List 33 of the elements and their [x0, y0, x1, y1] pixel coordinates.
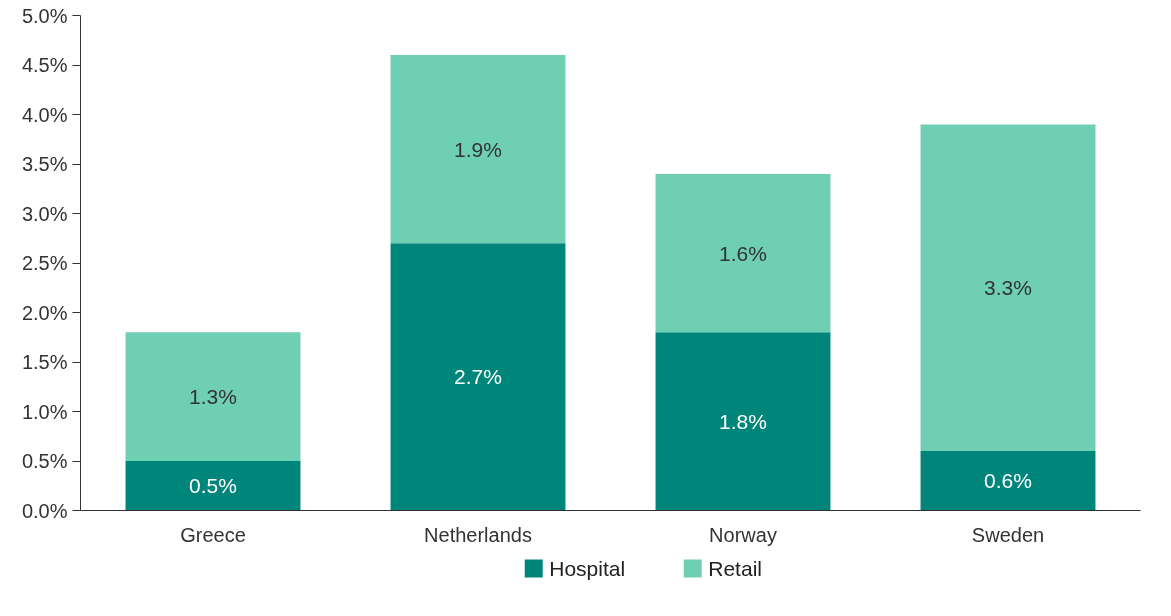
bar: [125, 461, 301, 511]
y-tick-label: 0.0%: [21, 499, 68, 522]
bar: [390, 55, 566, 244]
y-tick-label: 3.0%: [21, 202, 68, 225]
data-label: 1.9%: [454, 137, 502, 161]
y-tick-label: 0.5%: [21, 450, 68, 472]
data-label: 3.3%: [984, 276, 1032, 300]
bar: [920, 124, 1096, 452]
bar: [920, 451, 1096, 511]
data-label: 1.6%: [719, 241, 767, 265]
data-label: 0.6%: [984, 469, 1032, 493]
x-tick-label: Sweden: [971, 523, 1045, 546]
data-label: 1.8%: [719, 409, 767, 433]
y-tick-label: 4.5%: [21, 54, 68, 76]
y-tick-label: 5.0%: [21, 4, 68, 27]
y-tick-label: 2.0%: [21, 301, 68, 324]
legend-label: Hospital: [549, 557, 626, 580]
bar: [125, 332, 301, 461]
bar: [390, 243, 566, 511]
y-tick-label: 1.5%: [21, 351, 68, 373]
legend-label: Retail: [708, 557, 762, 580]
data-label: 2.7%: [454, 365, 502, 389]
x-tick-label: Netherlands: [424, 523, 532, 546]
y-tick-label: 4.0%: [21, 103, 68, 126]
y-tick-label: 1.0%: [21, 400, 68, 423]
bar: [655, 173, 831, 333]
x-tick-label: Norway: [709, 523, 777, 546]
x-tick-label: Greece: [180, 523, 246, 546]
y-tick-label: 2.5%: [21, 252, 68, 274]
bar: [655, 332, 831, 511]
data-label: 0.5%: [189, 474, 237, 498]
y-tick-label: 3.5%: [21, 153, 68, 175]
data-label: 1.3%: [189, 385, 237, 409]
